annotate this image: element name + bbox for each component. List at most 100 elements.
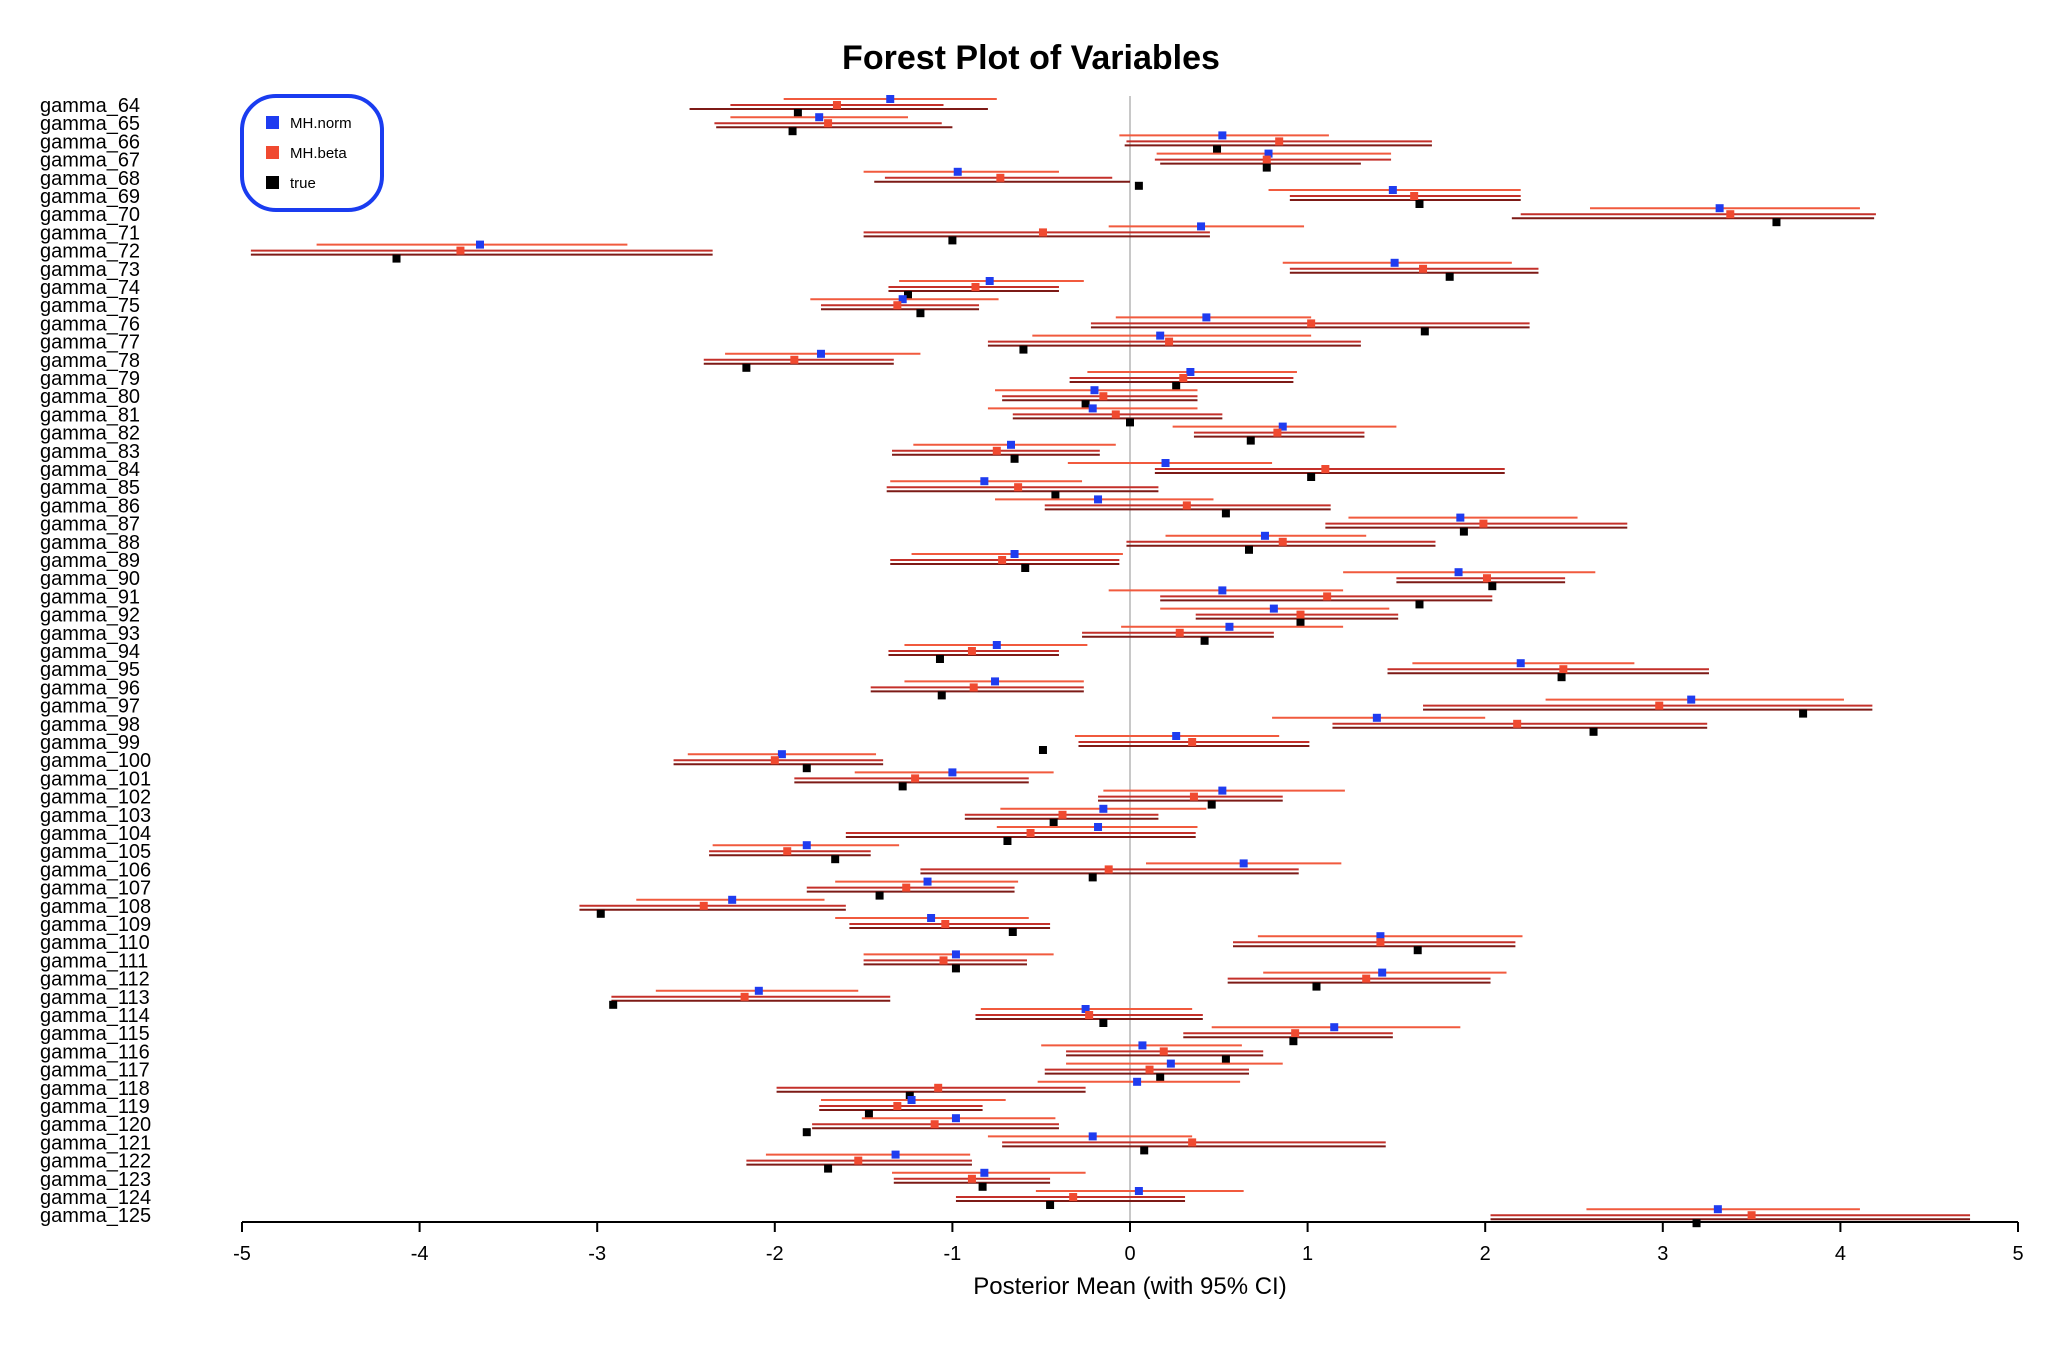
point-true (1010, 454, 1019, 463)
point-mh-beta (1747, 1211, 1756, 1220)
row-label: gamma_87 (40, 514, 140, 536)
row-label: gamma_119 (40, 1096, 150, 1118)
point-true (1296, 618, 1305, 627)
row-label: gamma_72 (40, 241, 140, 263)
forest-row: gamma_95 (40, 659, 1709, 682)
point-mh-beta (770, 756, 779, 765)
point-mh-norm (907, 1096, 916, 1104)
point-mh-norm (1713, 1205, 1722, 1214)
forest-row: gamma_124 (40, 1187, 1244, 1209)
forest-row: gamma_92 (40, 604, 1399, 627)
row-label: gamma_80 (40, 386, 140, 408)
forest-row: gamma_106 (40, 859, 1342, 882)
forest-row: gamma_87 (40, 513, 1628, 536)
row-label: gamma_73 (40, 259, 140, 281)
point-mh-norm (1161, 459, 1170, 467)
point-true (1156, 1073, 1165, 1082)
point-true (1262, 163, 1271, 172)
point-mh-norm (1388, 186, 1397, 194)
point-true (1799, 709, 1808, 718)
forest-row: gamma_118 (40, 1077, 1241, 1100)
point-true (831, 855, 840, 864)
row-label: gamma_95 (40, 659, 140, 681)
row-label: gamma_69 (40, 186, 140, 208)
row-label: gamma_125 (40, 1205, 151, 1227)
point-mh-norm (1269, 604, 1278, 613)
forest-row: gamma_94 (40, 641, 1088, 663)
legend-label: true (290, 175, 316, 192)
point-mh-norm (991, 677, 1000, 686)
forest-row: gamma_74 (40, 277, 1084, 299)
point-mh-beta (1026, 829, 1035, 837)
row-label: gamma_105 (40, 841, 151, 863)
forest-row: gamma_112 (40, 968, 1507, 991)
point-mh-norm (815, 113, 824, 122)
point-mh-beta (1038, 228, 1047, 237)
point-mh-beta (967, 647, 976, 655)
point-mh-beta (1111, 410, 1120, 419)
point-true (1049, 818, 1058, 827)
point-mh-norm (754, 986, 763, 995)
point-mh-norm (1454, 568, 1463, 577)
point-mh-norm (1378, 968, 1387, 977)
forest-row: gamma_76 (40, 313, 1530, 336)
point-mh-beta (902, 883, 911, 892)
point-mh-norm (1456, 513, 1465, 522)
point-mh-norm (886, 95, 895, 103)
forest-row: gamma_122 (40, 1150, 972, 1173)
forest-row: gamma_84 (40, 459, 1505, 481)
point-mh-norm (1166, 1059, 1175, 1068)
x-tick-label: 5 (2012, 1243, 2023, 1265)
row-label: gamma_81 (40, 404, 140, 426)
forest-row: gamma_103 (40, 804, 1207, 827)
row-label: gamma_99 (40, 732, 140, 754)
point-true (802, 1128, 811, 1137)
point-mh-beta (1479, 519, 1488, 528)
point-true (1589, 727, 1598, 736)
row-label: gamma_107 (40, 878, 151, 900)
row-label: gamma_79 (40, 368, 140, 390)
legend-label: MH.beta (290, 145, 347, 162)
forest-row: gamma_78 (40, 349, 921, 372)
forest-row: gamma_65 (40, 113, 953, 136)
point-mh-beta (1189, 792, 1198, 801)
point-mh-beta (1726, 210, 1735, 219)
point-true (864, 1110, 873, 1118)
point-true (1172, 382, 1181, 390)
point-mh-norm (777, 750, 786, 759)
point-true (1213, 145, 1222, 154)
point-mh-norm (992, 641, 1001, 649)
point-mh-norm (898, 295, 907, 304)
row-label: gamma_102 (40, 787, 151, 809)
row-label: gamma_112 (40, 969, 150, 991)
forest-row: gamma_83 (40, 440, 1116, 463)
point-true (1459, 527, 1468, 536)
point-mh-beta (456, 246, 465, 255)
point-mh-norm (1715, 204, 1724, 213)
forest-row: gamma_85 (40, 477, 1159, 500)
row-label: gamma_106 (40, 859, 151, 881)
point-true (1019, 345, 1028, 354)
point-true (1557, 673, 1566, 682)
forest-row: gamma_82 (40, 422, 1397, 445)
row-label: gamma_124 (40, 1187, 151, 1209)
point-mh-norm (1218, 586, 1227, 595)
forest-row: gamma_97 (40, 695, 1873, 718)
forest-row: gamma_125 (40, 1205, 1971, 1228)
forest-row: gamma_120 (40, 1114, 1059, 1137)
row-label: gamma_115 (40, 1023, 150, 1045)
forest-row: gamma_105 (40, 841, 900, 864)
row-label: gamma_92 (40, 605, 140, 627)
forest-row: gamma_90 (40, 568, 1596, 591)
point-true (1772, 218, 1781, 227)
point-mh-norm (1376, 932, 1385, 941)
row-label: gamma_76 (40, 313, 140, 335)
chart-title: Forest Plot of Variables (842, 39, 1220, 77)
forest-row: gamma_109 (40, 914, 1051, 936)
point-true (1445, 272, 1454, 281)
point-mh-beta (1085, 1011, 1094, 1019)
x-tick-label: 4 (1835, 1243, 1846, 1265)
point-mh-beta (1188, 738, 1197, 746)
point-mh-norm (1088, 404, 1097, 413)
point-mh-norm (1138, 1041, 1147, 1050)
